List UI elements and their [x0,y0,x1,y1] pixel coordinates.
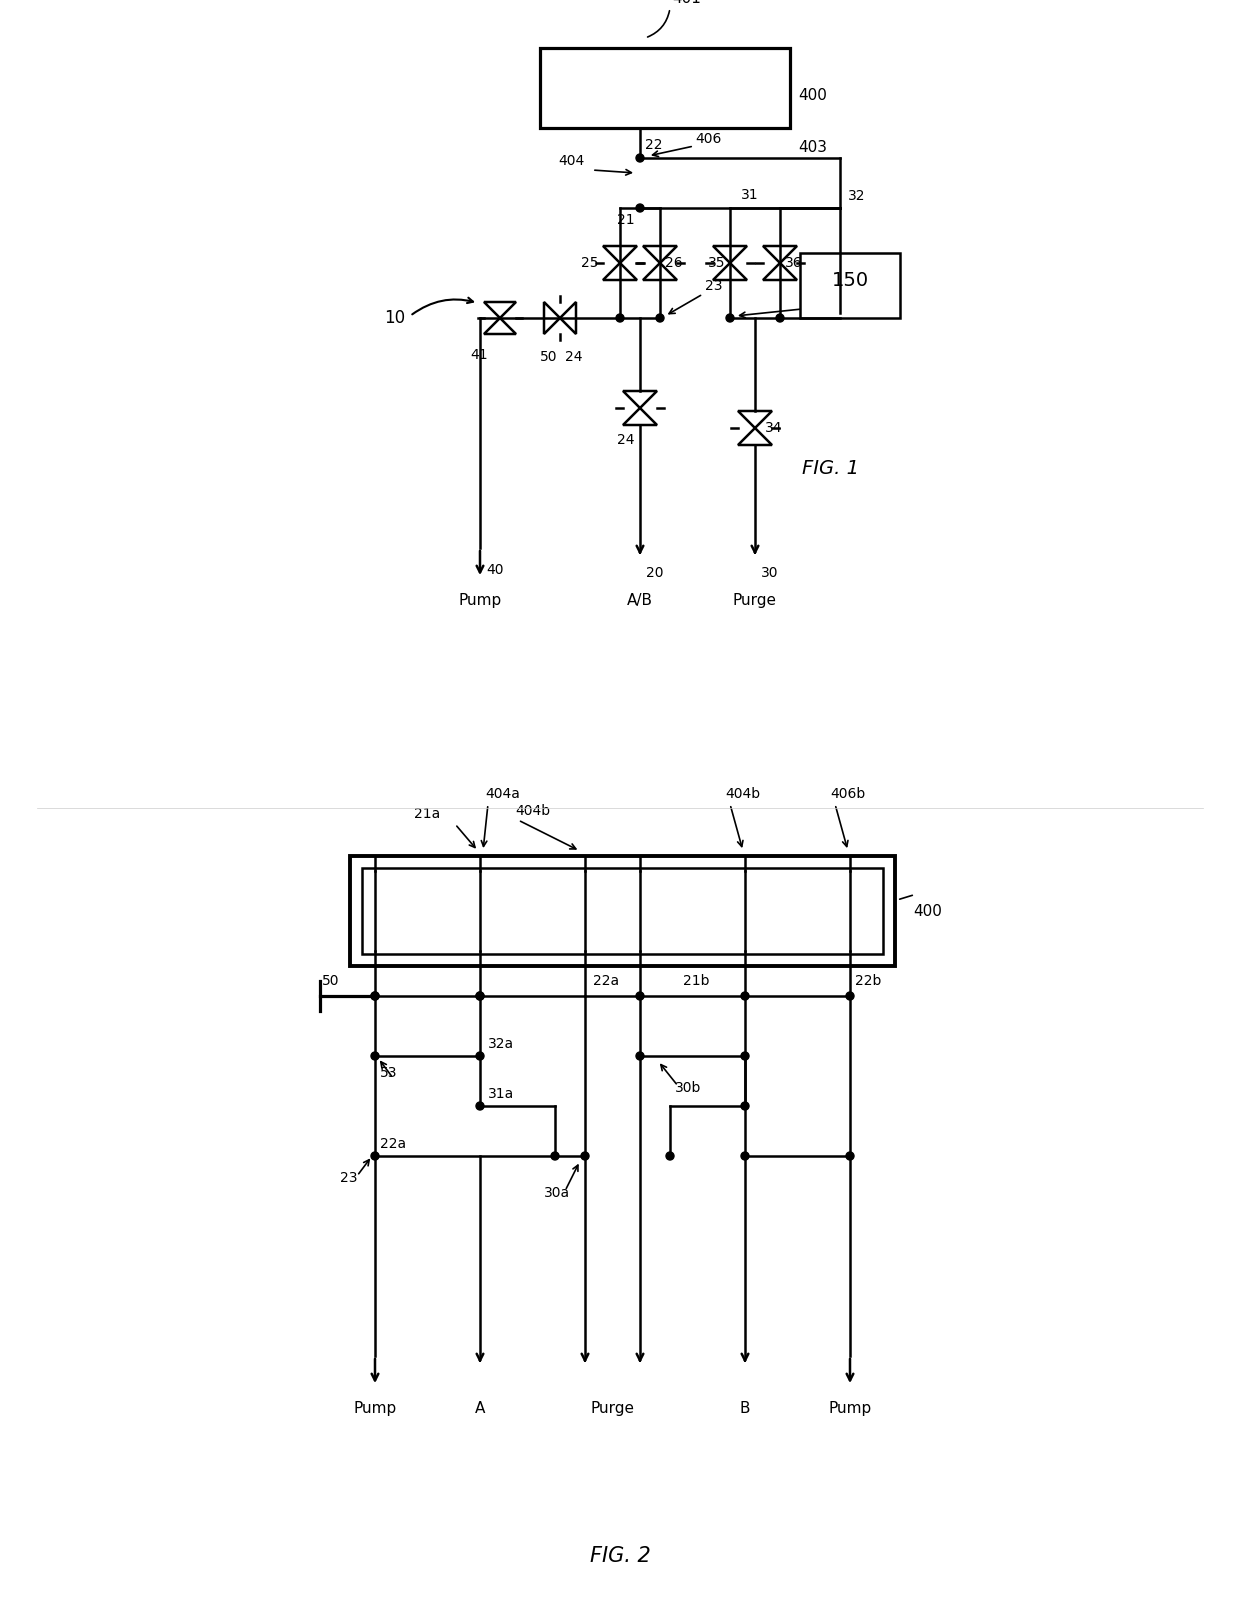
Circle shape [666,1152,675,1160]
Text: Purge: Purge [590,1401,634,1416]
Text: 10: 10 [384,309,405,326]
Text: B: B [740,1401,750,1416]
Text: Purge: Purge [733,593,777,608]
Text: 30: 30 [761,566,779,580]
Text: 36: 36 [785,255,802,270]
Text: 32a: 32a [489,1037,515,1050]
Circle shape [742,1052,749,1060]
Bar [362,868,883,953]
Text: 41: 41 [470,347,487,362]
Circle shape [371,992,379,1000]
Circle shape [371,1152,379,1160]
Text: 24: 24 [618,433,635,448]
Text: 404b: 404b [515,805,551,818]
Text: 22: 22 [645,137,662,152]
Bar [539,48,790,128]
Circle shape [742,1152,749,1160]
Text: A: A [475,1401,485,1416]
Circle shape [846,1152,854,1160]
Text: 404: 404 [559,154,585,168]
Circle shape [582,1152,589,1160]
Text: 22a: 22a [593,974,619,987]
Text: 150: 150 [832,271,868,289]
Text: 50: 50 [322,974,340,987]
Circle shape [636,1052,644,1060]
Text: 32: 32 [848,189,866,204]
Circle shape [636,204,644,212]
Circle shape [476,1052,484,1060]
Text: 400: 400 [799,89,827,103]
Circle shape [725,314,734,322]
Bar [350,856,895,966]
Text: 21b: 21b [683,974,711,987]
Circle shape [476,992,484,1000]
Circle shape [846,992,854,1000]
Text: 21: 21 [618,213,635,226]
Text: A/B: A/B [627,593,653,608]
Bar [800,254,900,318]
Text: 404a: 404a [485,787,520,802]
Text: Pump: Pump [828,1401,872,1416]
Text: 406: 406 [694,133,722,145]
Circle shape [371,1052,379,1060]
Text: 20: 20 [646,566,663,580]
Circle shape [371,992,379,1000]
Text: 53: 53 [379,1067,398,1079]
Circle shape [656,314,663,322]
Text: 21a: 21a [414,806,440,821]
Text: 401: 401 [672,0,702,6]
Text: 400: 400 [913,903,942,918]
Circle shape [742,1102,749,1110]
Circle shape [636,154,644,162]
Text: 404b: 404b [725,787,760,802]
Text: 403: 403 [799,141,827,155]
Text: 35: 35 [708,255,725,270]
Text: 23: 23 [706,280,723,292]
Text: FIG. 2: FIG. 2 [590,1547,650,1566]
Text: 22a: 22a [379,1138,407,1151]
Circle shape [476,1102,484,1110]
Circle shape [776,314,784,322]
Text: Pump: Pump [459,593,502,608]
Text: 22b: 22b [856,974,882,987]
Text: 24: 24 [565,351,583,364]
Text: 26: 26 [665,255,683,270]
Text: 30b: 30b [675,1081,702,1096]
Text: 34: 34 [765,422,782,435]
Circle shape [476,992,484,1000]
Text: 406b: 406b [830,787,866,802]
Text: FIG. 1: FIG. 1 [801,459,858,477]
Text: 25: 25 [580,255,598,270]
Circle shape [636,992,644,1000]
Circle shape [742,992,749,1000]
Text: 40: 40 [486,562,503,577]
Text: 23: 23 [340,1172,357,1185]
Text: Pump: Pump [353,1401,397,1416]
Circle shape [551,1152,559,1160]
Text: 31: 31 [742,187,759,202]
Text: 50: 50 [539,351,558,364]
Text: 31a: 31a [489,1088,515,1100]
Text: 30a: 30a [544,1186,570,1201]
Circle shape [616,314,624,322]
Text: 33: 33 [849,289,868,304]
